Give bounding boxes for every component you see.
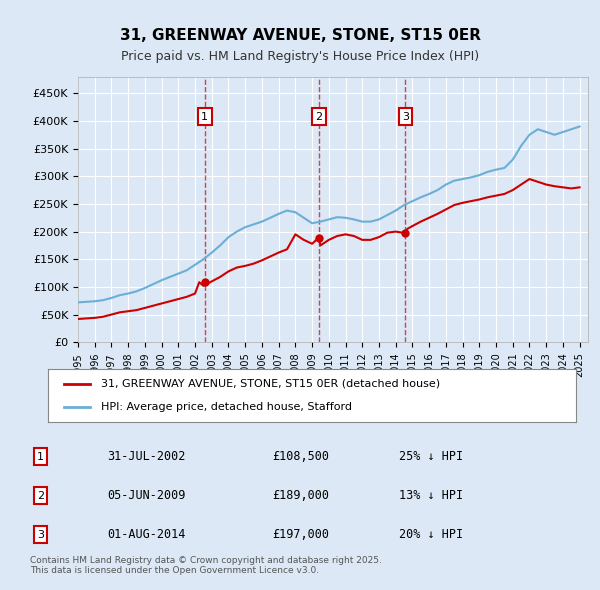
Text: 01-AUG-2014: 01-AUG-2014 <box>107 528 185 541</box>
Text: £108,500: £108,500 <box>272 450 329 463</box>
Text: 20% ↓ HPI: 20% ↓ HPI <box>400 528 463 541</box>
Text: Contains HM Land Registry data © Crown copyright and database right 2025.
This d: Contains HM Land Registry data © Crown c… <box>30 556 382 575</box>
Text: £197,000: £197,000 <box>272 528 329 541</box>
Text: 1: 1 <box>37 452 44 461</box>
Text: 13% ↓ HPI: 13% ↓ HPI <box>400 489 463 502</box>
Text: 2: 2 <box>37 491 44 500</box>
Text: 3: 3 <box>402 112 409 122</box>
Text: 31-JUL-2002: 31-JUL-2002 <box>107 450 185 463</box>
Text: 05-JUN-2009: 05-JUN-2009 <box>107 489 185 502</box>
Text: 31, GREENWAY AVENUE, STONE, ST15 0ER (detached house): 31, GREENWAY AVENUE, STONE, ST15 0ER (de… <box>101 379 440 389</box>
Text: 2: 2 <box>316 112 323 122</box>
Text: 1: 1 <box>201 112 208 122</box>
Text: £189,000: £189,000 <box>272 489 329 502</box>
Text: 31, GREENWAY AVENUE, STONE, ST15 0ER: 31, GREENWAY AVENUE, STONE, ST15 0ER <box>119 28 481 43</box>
Text: 25% ↓ HPI: 25% ↓ HPI <box>400 450 463 463</box>
Text: HPI: Average price, detached house, Stafford: HPI: Average price, detached house, Staf… <box>101 402 352 412</box>
Text: Price paid vs. HM Land Registry's House Price Index (HPI): Price paid vs. HM Land Registry's House … <box>121 50 479 63</box>
Text: 3: 3 <box>37 530 44 539</box>
